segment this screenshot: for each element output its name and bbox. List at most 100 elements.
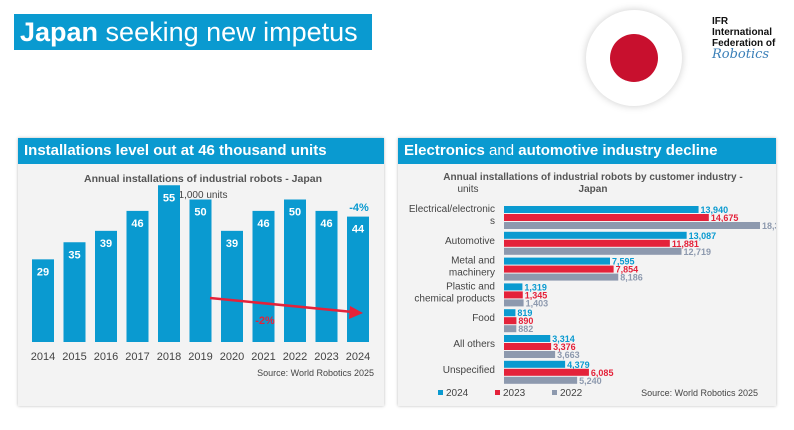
x-tick-label: 2017 <box>125 351 149 363</box>
bar-value-label: 46 <box>131 218 143 230</box>
bar <box>32 259 54 342</box>
japan-flag-icon <box>586 10 682 106</box>
bar-value-label: 50 <box>289 207 301 219</box>
x-tick-label: 2022 <box>283 351 307 363</box>
bar-value-label: 890 <box>518 316 533 326</box>
title-rest: seeking new impetus <box>98 17 358 47</box>
growth-label: -4% <box>349 202 369 214</box>
bar-value-label: 39 <box>100 238 112 250</box>
legend-label: 2022 <box>560 388 583 399</box>
bar <box>189 199 212 342</box>
legend-swatch-2023 <box>495 390 500 395</box>
bar-2022 <box>504 299 524 307</box>
bar-value-label: 39 <box>226 238 238 250</box>
logo-line: International <box>712 27 773 38</box>
bar-2022 <box>504 376 578 384</box>
bar-2023 <box>504 291 523 299</box>
legend-swatch-2022 <box>552 390 557 395</box>
header-part: Electronics <box>404 142 485 159</box>
bar-2023 <box>504 317 517 325</box>
bar-value-label: 55 <box>163 192 175 204</box>
bar-2022 <box>504 222 760 229</box>
bar-2024 <box>504 231 687 239</box>
bar-2023 <box>504 239 670 247</box>
bar-2022 <box>504 325 517 333</box>
x-tick-label: 2015 <box>62 351 86 363</box>
logo-line: Federation of <box>712 38 776 49</box>
bar-2024 <box>504 335 551 342</box>
installations-chart: Annual installations of industrial robot… <box>31 173 374 378</box>
category-label: Metal and <box>451 256 495 267</box>
bar-value-label: 882 <box>518 324 533 334</box>
x-tick-label: 2016 <box>94 351 118 363</box>
bar <box>221 230 243 342</box>
logo-line: Robotics <box>712 47 770 62</box>
category-label: machinery <box>449 268 495 279</box>
industry-chart: Annual installations of industrial robot… <box>409 172 776 399</box>
chart-title: Annual installations of industrial robot… <box>443 172 742 183</box>
bar <box>315 210 338 342</box>
bar-2023 <box>504 265 614 273</box>
header-part: automotive industry decline <box>518 142 718 159</box>
page-title: Japan seeking new impetus <box>14 14 372 50</box>
bar-2022 <box>504 351 556 358</box>
bar-value-label: 12,719 <box>684 247 712 257</box>
bar-2024 <box>504 283 523 291</box>
legend-label: 2023 <box>503 388 526 399</box>
x-tick-label: 2019 <box>188 351 212 363</box>
ifr-logo: IFR International Federation of Robotics <box>712 16 776 62</box>
trend-arrowhead <box>349 306 363 319</box>
unit-label: units <box>457 184 478 195</box>
category-label: Food <box>472 313 495 324</box>
header-part: and <box>484 142 519 159</box>
x-tick-label: 2021 <box>251 351 275 363</box>
installations-panel: Installations level out at 46 thousand u… <box>18 138 384 406</box>
bar-value-label: 8,186 <box>620 273 643 283</box>
panel-header: Installations level out at 46 thousand u… <box>18 138 384 164</box>
bar-value-label: 3,376 <box>553 342 576 352</box>
industry-panel: Electronics and automotive industry decl… <box>398 138 776 406</box>
source-label: Source: World Robotics 2025 <box>257 368 374 378</box>
logo-line: IFR <box>712 16 729 27</box>
bar-2024 <box>504 360 566 368</box>
x-tick-label: 2023 <box>314 351 338 363</box>
bar-2023 <box>504 343 552 350</box>
bar <box>126 210 149 342</box>
bar-value-label: 1,403 <box>526 298 549 308</box>
bar-value-label: 29 <box>37 266 49 278</box>
source-label: Source: World Robotics 2025 <box>641 388 758 398</box>
bar-value-label: 6,085 <box>591 368 614 378</box>
bar-2024 <box>504 206 699 213</box>
bar-value-label: 44 <box>352 224 365 236</box>
bar-value-label: 13,087 <box>689 231 717 241</box>
chart-title-line2: Japan <box>579 184 608 195</box>
bar-value-label: 46 <box>320 218 332 230</box>
bar-value-label: 18,342 <box>762 221 776 231</box>
bar-2022 <box>504 247 682 255</box>
legend-label: 2024 <box>446 388 469 399</box>
bar-value-label: 3,314 <box>552 334 575 344</box>
bar <box>284 199 306 342</box>
x-tick-label: 2024 <box>346 351 370 363</box>
bar-value-label: 50 <box>194 207 206 219</box>
bar-value-label: 14,675 <box>711 213 739 223</box>
category-label: s <box>490 216 495 227</box>
bar <box>63 242 86 342</box>
chart-subtitle: 1,000 units <box>179 190 228 201</box>
bar-value-label: 1,345 <box>525 290 548 300</box>
bar-value-label: 7,854 <box>616 265 639 275</box>
bar-2024 <box>504 309 516 317</box>
bar-value-label: 35 <box>68 249 80 261</box>
title-bold: Japan <box>20 17 99 47</box>
bar-value-label: 1,319 <box>524 282 547 292</box>
category-label: Unspecified <box>443 365 495 376</box>
bar-2022 <box>504 273 619 281</box>
bar-value-label: 7,595 <box>612 257 635 267</box>
bar-value-label: 5,240 <box>579 376 602 386</box>
x-tick-label: 2020 <box>220 351 244 363</box>
category-label: Automotive <box>445 236 495 247</box>
chart-title: Annual installations of industrial robot… <box>84 173 322 185</box>
bar <box>158 185 180 342</box>
bar-value-label: 3,663 <box>557 350 580 360</box>
cagr-label: -2% <box>255 315 275 327</box>
